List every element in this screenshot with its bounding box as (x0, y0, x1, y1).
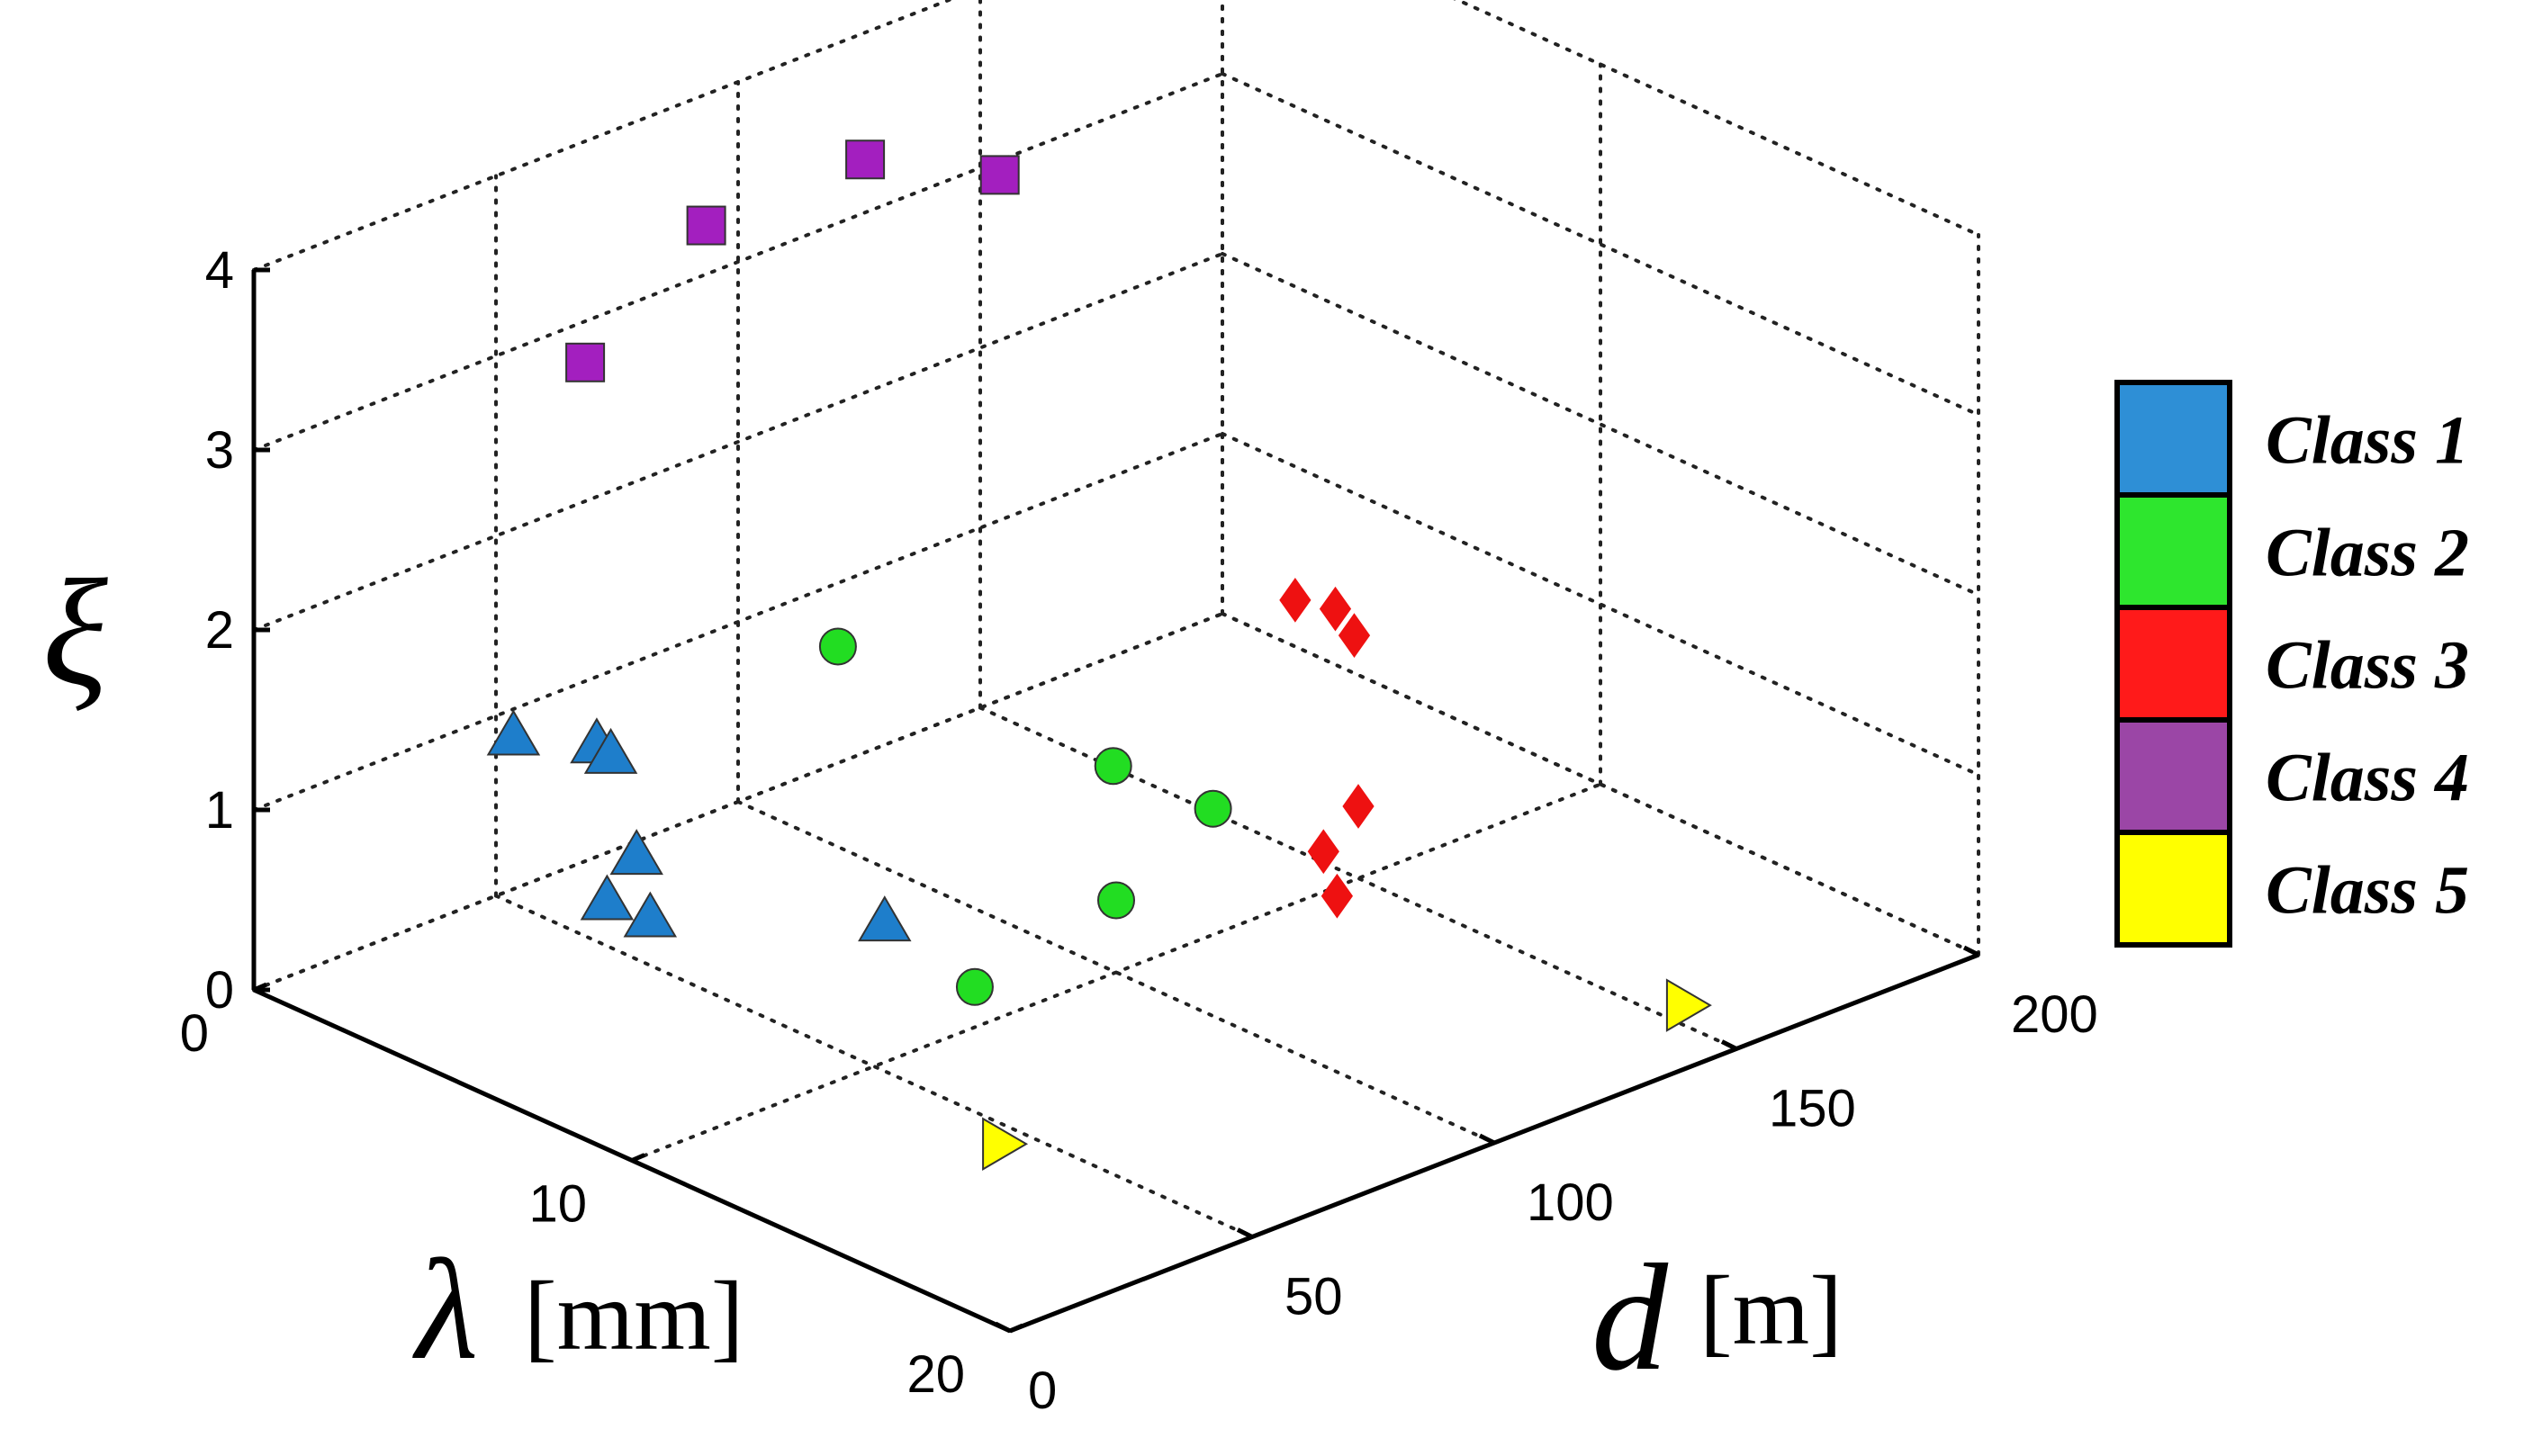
series-class-5 (982, 978, 1712, 1171)
x-axis-label-unit: [mm] (524, 1261, 744, 1371)
x-tick-mark (253, 982, 267, 993)
series-class-1 (486, 709, 912, 942)
legend-label: Class 4 (2266, 741, 2469, 816)
side-wall-grid-line (1221, 432, 1980, 777)
floor-grid-line (978, 706, 1738, 1051)
data-point (1342, 784, 1375, 829)
legend-label: Class 3 (2266, 628, 2469, 704)
series-class-2 (818, 627, 1232, 1006)
grid-layer (252, 0, 1980, 1333)
data-point (1665, 978, 1712, 1032)
y-tick-mark (1962, 945, 1980, 957)
legend-swatch (2120, 385, 2227, 492)
data-point (1097, 881, 1135, 920)
data-point (583, 727, 638, 774)
x-tick-mark (1009, 1323, 1023, 1334)
data-point (1279, 578, 1312, 623)
back-wall-grid-line (252, 432, 1224, 812)
z-axis-label: ξ (42, 548, 108, 717)
data-point (1321, 873, 1354, 919)
y-tick-label: 0 (1028, 1362, 1057, 1420)
back-wall-grid-line (252, 252, 1224, 632)
z-tick-label: 3 (205, 421, 234, 480)
y-axis-label-symbol: d (1591, 1233, 1669, 1402)
x-tick-label: 10 (528, 1175, 587, 1234)
legend-swatch (2120, 723, 2227, 830)
z-tick-label: 2 (205, 601, 234, 660)
data-point (1319, 586, 1352, 632)
data-point (609, 829, 663, 876)
data-point (979, 155, 1020, 195)
data-point (858, 895, 912, 942)
data-point (1307, 829, 1339, 875)
y-tick-mark (994, 1321, 1012, 1334)
y-tick-label: 50 (1285, 1268, 1343, 1326)
legend-label: Class 2 (2266, 516, 2469, 591)
data-point (623, 891, 678, 938)
axis-layer (251, 267, 1980, 1334)
data-point (1338, 613, 1371, 659)
x-tick-label: 0 (180, 1004, 209, 1063)
data-point (565, 342, 606, 382)
data-point (1194, 789, 1232, 828)
legend-swatch (2120, 610, 2227, 717)
y-tick-mark (1478, 1133, 1496, 1146)
series-class-3 (1279, 578, 1375, 919)
legend-label: Class 1 (2266, 403, 2469, 479)
z-tick-label: 0 (205, 961, 234, 1020)
x-axis-label-symbol: λ (412, 1229, 478, 1389)
data-points (486, 139, 1712, 1171)
y-tick-label: 200 (2011, 985, 2098, 1044)
side-wall-grid-line (1221, 612, 1980, 957)
back-wall-grid-line (252, 612, 1224, 992)
legend-swatch (2120, 835, 2227, 942)
x-tick-mark (631, 1153, 645, 1163)
back-wall-grid-line (252, 0, 954, 272)
side-wall-grid-line (1453, 0, 1980, 237)
side-wall-grid-line (1221, 72, 1980, 417)
legend-label: Class 5 (2266, 853, 2469, 929)
z-tick-label: 1 (205, 781, 234, 840)
data-point (486, 709, 541, 756)
side-wall-grid-line (1221, 252, 1980, 597)
y-tick-mark (1720, 1039, 1738, 1051)
data-point (982, 1117, 1029, 1171)
y-tick-label: 150 (1769, 1080, 1856, 1138)
x-tick-label: 20 (906, 1345, 965, 1404)
axis-labels: ξ λ [mm] d [m] (42, 548, 1843, 1402)
legend-swatch (2120, 498, 2227, 605)
floor-grid-line (494, 894, 1254, 1239)
data-point (955, 967, 994, 1006)
data-point (686, 205, 726, 246)
floor-grid-line (736, 800, 1496, 1145)
y-axis-label-unit: [m] (1699, 1255, 1843, 1365)
back-wall-grid-line (252, 72, 1224, 452)
legend: Class 1 Class 2 Class 3 Class 4 Class 5 (2114, 380, 2469, 948)
y-tick-label: 100 (1527, 1173, 1614, 1232)
y-tick-mark (1236, 1227, 1254, 1239)
data-point (1094, 747, 1132, 786)
data-point (818, 627, 857, 666)
data-point (580, 874, 635, 921)
z-tick-label: 4 (205, 241, 234, 300)
series-class-4 (565, 139, 1020, 382)
data-point (845, 139, 886, 180)
